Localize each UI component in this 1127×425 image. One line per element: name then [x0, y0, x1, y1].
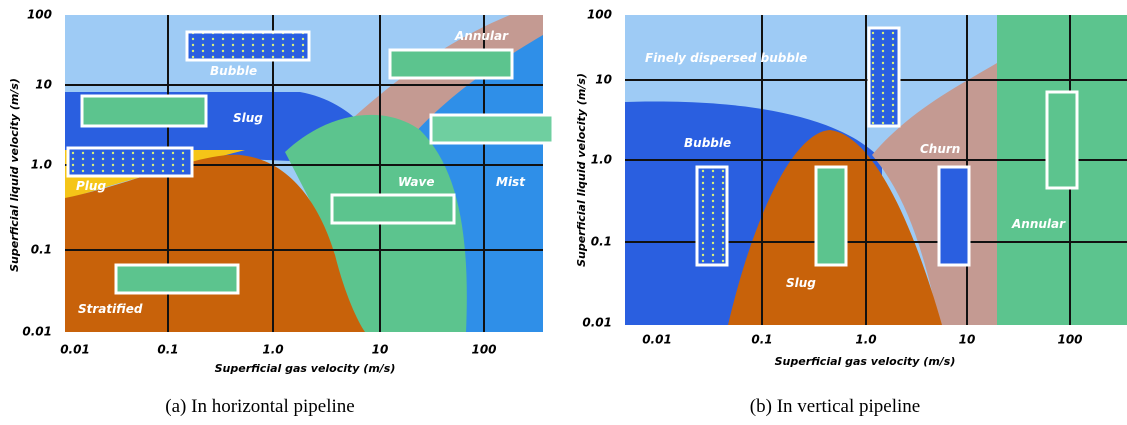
x-axis-title: Superficial gas velocity (m/s)	[775, 355, 956, 368]
region-label: Bubble	[210, 64, 257, 78]
x-tick-label: 0.1	[751, 333, 772, 347]
panel-b: Finely dispersed bubble Bubble Churn Slu…	[625, 15, 1127, 325]
region-label: Plug	[76, 179, 106, 193]
y-tick-label: 1.0	[591, 153, 612, 167]
region-label: Slug	[233, 111, 263, 125]
x-tick-label: 0.01	[60, 343, 90, 357]
y-axis-title: Superficial liquid velocity (m/s)	[575, 73, 588, 267]
caption: (a) In horizontal pipeline	[165, 396, 354, 417]
x-axis-title: Superficial gas velocity (m/s)	[215, 362, 396, 375]
x-tick-label: 100	[471, 343, 496, 357]
y-tick-label: 10	[595, 73, 612, 87]
caption: (b) In vertical pipeline	[750, 396, 920, 417]
x-tick-label: 10	[372, 343, 389, 357]
y-tick-label: 1.0	[31, 158, 52, 172]
y-tick-label: 0.01	[582, 316, 612, 330]
y-tick-label: 100	[27, 8, 52, 22]
region-label: Mist	[496, 175, 526, 189]
region-label: Annular	[1011, 217, 1066, 231]
y-axis-title: Superficial liquid velocity (m/s)	[8, 78, 21, 272]
x-tick-label: 0.01	[642, 333, 672, 347]
region-label: Stratified	[78, 302, 143, 316]
x-tick-label: 10	[959, 333, 976, 347]
x-tick-label: 1.0	[855, 333, 876, 347]
region-label: Bubble	[684, 136, 731, 150]
region-label: Wave	[398, 175, 434, 189]
y-tick-label: 10	[35, 78, 52, 92]
y-tick-label: 0.01	[22, 325, 52, 339]
region-label: Finely dispersed bubble	[645, 51, 807, 65]
figure: Bubble Annular Slug Plug Wave Mist Strat…	[0, 0, 1127, 425]
y-tick-label: 0.1	[31, 243, 52, 257]
panel-a: Bubble Annular Slug Plug Wave Mist Strat…	[65, 15, 553, 332]
x-tick-label: 100	[1057, 333, 1082, 347]
y-tick-label: 0.1	[591, 235, 612, 249]
x-tick-label: 1.0	[262, 343, 283, 357]
x-tick-label: 0.1	[157, 343, 178, 357]
region-label: Annular	[454, 29, 509, 43]
region-label: Slug	[786, 276, 816, 290]
region-label: Churn	[920, 142, 960, 156]
y-tick-label: 100	[587, 8, 612, 22]
